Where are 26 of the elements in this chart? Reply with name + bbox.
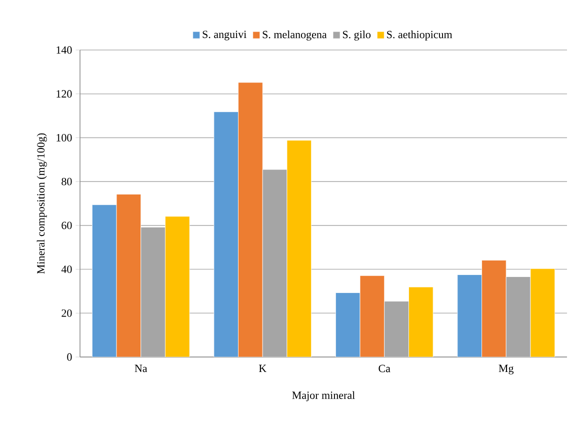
bar xyxy=(360,275,385,357)
y-axis-title: Mineral composition (mg/100g) xyxy=(36,133,47,274)
legend-label: S. aethiopicum xyxy=(387,30,452,40)
bar xyxy=(457,274,482,357)
x-axis-title: Major mineral xyxy=(292,391,355,402)
y-tick-label: 20 xyxy=(62,309,72,317)
y-tick-label: 60 xyxy=(62,222,72,230)
bar xyxy=(214,112,238,357)
legend-label: S. melanogena xyxy=(262,30,327,41)
x-tick-label: Mg xyxy=(498,364,514,374)
legend-label: S. anguivi xyxy=(202,30,246,40)
y-tick-label: 140 xyxy=(56,46,72,54)
x-tick-label: K xyxy=(258,364,266,372)
bar xyxy=(92,204,117,357)
bar xyxy=(116,194,142,357)
y-tick-label: 80 xyxy=(62,178,72,186)
bar xyxy=(335,292,360,357)
y-tick-label: 120 xyxy=(56,90,72,98)
bar xyxy=(482,260,506,357)
legend-label: S. gilo xyxy=(342,30,371,41)
bar xyxy=(238,82,263,357)
x-tick-label: Na xyxy=(134,364,148,372)
y-tick-label: 0 xyxy=(67,353,72,361)
x-tick-label: Ca xyxy=(378,364,390,372)
y-tick-label: 40 xyxy=(61,266,72,273)
y-tick-label: 100 xyxy=(56,134,72,142)
